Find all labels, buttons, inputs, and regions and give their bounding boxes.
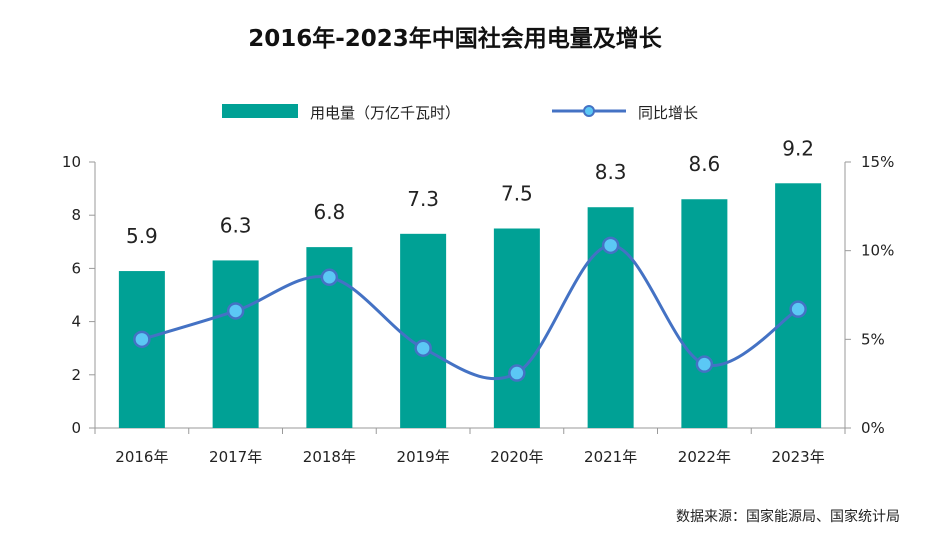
bar-data-label: 7.3 xyxy=(407,187,439,211)
bar xyxy=(493,228,540,428)
y-left-tick-label: 2 xyxy=(71,366,81,384)
x-tick-label: 2016年 xyxy=(115,448,168,466)
axes xyxy=(89,161,851,434)
bar xyxy=(212,260,259,428)
growth-point xyxy=(789,300,807,318)
growth-point xyxy=(133,330,151,349)
y-right-tick-label: 5% xyxy=(861,330,885,348)
y-right-tick-label: 10% xyxy=(861,242,894,260)
y-left-tick-label: 8 xyxy=(71,206,81,224)
x-tick-label: 2020年 xyxy=(490,448,543,466)
bar-data-labels: 5.9 6.3 6.8 7.3 7.5 8.3 8.6 9.2 xyxy=(126,136,814,248)
legend: 用电量（万亿千瓦时） 同比增长 xyxy=(222,104,698,122)
y-left-tick-label: 10 xyxy=(62,153,81,171)
growth-point xyxy=(601,236,620,255)
bar-data-label: 7.5 xyxy=(501,182,533,206)
y-left-tick-label: 0 xyxy=(71,419,81,437)
source-note: 数据来源：国家能源局、国家统计局 xyxy=(676,508,900,525)
bar xyxy=(118,271,165,428)
y-left-tick-labels: 0 2 4 6 8 10 xyxy=(62,153,81,437)
y-right-tick-labels: 0% 5% 10% 15% xyxy=(861,153,894,437)
bar xyxy=(400,233,447,428)
bar xyxy=(681,199,728,428)
growth-point xyxy=(320,268,339,287)
growth-line xyxy=(141,243,799,381)
x-tick-label: 2023年 xyxy=(772,448,825,466)
growth-point xyxy=(226,302,245,320)
x-tick-label: 2018年 xyxy=(303,448,356,466)
bar-data-label: 6.3 xyxy=(220,213,252,237)
y-left-tick-label: 6 xyxy=(71,259,81,277)
bar-data-label: 9.2 xyxy=(782,136,814,160)
x-tick-label: 2021年 xyxy=(584,448,637,466)
x-tick-labels: 2016年 2017年 2018年 2019年 2020年 2021年 2022年 2023年 xyxy=(115,448,824,466)
growth-point xyxy=(414,339,432,357)
y-right-tick-label: 15% xyxy=(861,153,894,171)
bar-data-label: 6.8 xyxy=(313,200,345,224)
x-tick-label: 2019年 xyxy=(397,448,450,466)
legend-line-marker xyxy=(583,105,595,117)
y-left-tick-label: 4 xyxy=(71,313,81,331)
bar-data-label: 8.6 xyxy=(688,152,720,176)
growth-point xyxy=(695,355,714,373)
line-series xyxy=(133,236,807,382)
legend-bar-label: 用电量（万亿千瓦时） xyxy=(310,104,460,122)
legend-line-label: 同比增长 xyxy=(638,104,698,122)
legend-bar-swatch xyxy=(222,104,298,118)
bar-data-label: 5.9 xyxy=(126,224,158,248)
growth-point xyxy=(508,364,526,382)
chart-title: 2016年-2023年中国社会用电量及增长 xyxy=(248,25,663,52)
bar-data-label: 8.3 xyxy=(595,160,627,184)
x-tick-label: 2017年 xyxy=(209,448,262,466)
x-tick-label: 2022年 xyxy=(678,448,731,466)
y-right-tick-label: 0% xyxy=(861,419,885,437)
